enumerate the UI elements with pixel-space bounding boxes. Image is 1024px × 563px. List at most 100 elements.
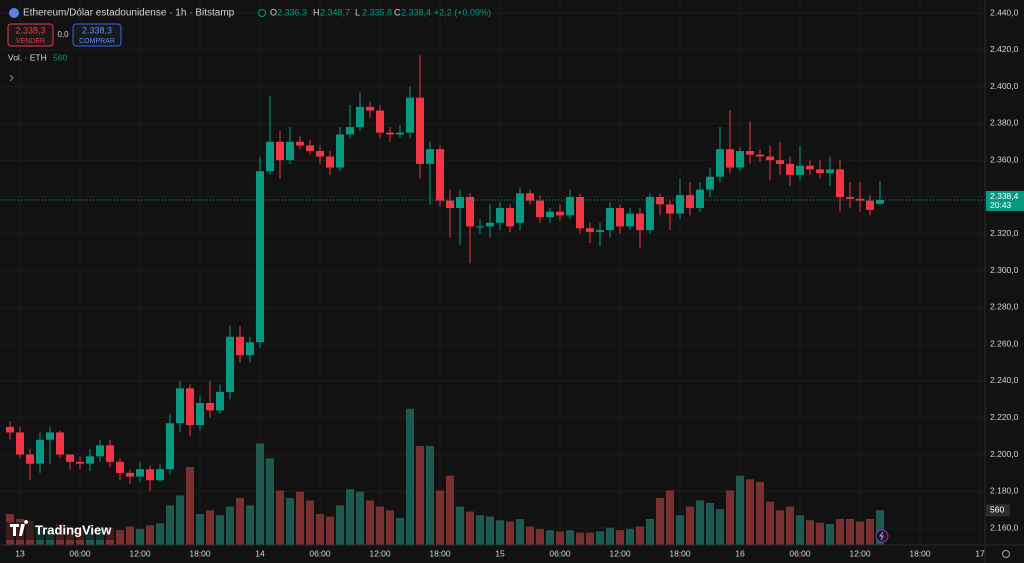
candle-body <box>526 193 534 201</box>
candle-body <box>446 200 454 209</box>
candle-body <box>16 432 24 455</box>
volume-bar <box>426 445 434 545</box>
ohlc-value: 2.338,4 <box>401 7 431 17</box>
volume-bar <box>536 528 544 545</box>
candle-body <box>606 208 614 231</box>
buy-label[interactable]: COMPRAR <box>79 38 115 45</box>
volume-bar <box>326 516 334 545</box>
volume-bar <box>816 522 824 545</box>
y-tick-label: 2.220,0 <box>990 412 1019 422</box>
volume-bar <box>466 511 474 545</box>
y-tick-label: 2.440,0 <box>990 7 1019 17</box>
volume-bar <box>196 514 204 545</box>
candle-body <box>166 423 174 470</box>
candle-body <box>296 141 304 146</box>
logo-bg <box>6 522 116 540</box>
y-tick-label: 2.400,0 <box>990 81 1019 91</box>
candle-body <box>566 196 574 216</box>
volume-bar <box>186 466 194 545</box>
candle-body <box>376 110 384 133</box>
x-tick-label: 12:00 <box>129 548 151 558</box>
logo: TradingView <box>6 520 116 540</box>
candle-body <box>126 472 134 477</box>
ohlc-label: C <box>394 7 401 17</box>
candle-body <box>306 145 314 152</box>
change: +2,2 (+0,09%) <box>434 7 491 17</box>
volume-bar <box>876 510 884 545</box>
candle-body <box>86 456 94 464</box>
volume-bar <box>646 518 654 545</box>
volume-bar <box>276 490 284 545</box>
volume-bar <box>856 521 864 545</box>
y-tick-label: 2.280,0 <box>990 302 1019 312</box>
candle-body <box>666 204 674 214</box>
sell-price[interactable]: 2.338,3 <box>15 25 45 35</box>
volume-bar <box>246 505 254 545</box>
ohlc-value: 2.348,7 <box>320 7 350 17</box>
volume-bar <box>826 523 834 545</box>
candle-body <box>286 141 294 161</box>
candle-body <box>536 200 544 218</box>
volume-bar <box>726 490 734 545</box>
candle-body <box>196 403 204 426</box>
candle-body <box>276 141 284 161</box>
volume-bar <box>126 526 134 545</box>
volume-bar <box>836 518 844 545</box>
volume-bar <box>526 526 534 545</box>
volume-bar <box>656 497 664 545</box>
y-tick-label: 2.300,0 <box>990 265 1019 275</box>
volume-bar <box>476 515 484 545</box>
candle-body <box>436 149 444 201</box>
sell-label[interactable]: VENDER <box>16 38 45 45</box>
candle-body <box>586 228 594 232</box>
candle-body <box>816 169 824 174</box>
volume-bar <box>136 528 144 545</box>
volume-bar <box>846 518 854 545</box>
candle-body <box>486 222 494 227</box>
candle-body <box>326 156 334 168</box>
candle-body <box>596 230 604 232</box>
candle-body <box>496 208 504 223</box>
volume-bar <box>586 532 594 545</box>
candle-body <box>686 195 694 209</box>
x-tick-label: 18:00 <box>189 548 211 558</box>
volume-bar <box>706 502 714 545</box>
ohlc-label: L <box>355 7 360 17</box>
candle-body <box>116 461 124 473</box>
volume-bar <box>206 510 214 545</box>
candle-body <box>546 211 554 218</box>
x-tick-label: 06:00 <box>309 548 331 558</box>
candle-body <box>696 189 704 209</box>
legend: Ethereum/Dólar estadounidense · 1h · Bit… <box>7 7 491 82</box>
collapse-icon[interactable] <box>9 74 14 82</box>
candle-body <box>706 176 714 190</box>
candle-body <box>246 342 254 356</box>
volume-bar <box>606 527 614 545</box>
candle-body <box>366 106 374 111</box>
symbol: Ethereum/Dólar estadounidense · 1h · Bit… <box>23 8 235 19</box>
x-tick-label: 13 <box>15 548 25 558</box>
candle-body <box>186 388 194 426</box>
volume-bar <box>286 497 294 545</box>
volume-bar <box>306 500 314 545</box>
y-tick-label: 2.260,0 <box>990 338 1019 348</box>
buy-button[interactable] <box>72 23 122 47</box>
volume-bar <box>446 475 454 545</box>
sell-button[interactable] <box>7 23 54 47</box>
candle-body <box>396 132 404 135</box>
y-tick-label: 2.160,0 <box>990 522 1019 532</box>
volume-bar <box>236 497 244 545</box>
settings-icon[interactable] <box>1002 550 1010 558</box>
volume-bar <box>616 530 624 545</box>
candle-body <box>806 165 814 170</box>
ohlc-value: 2.335,8 <box>362 7 392 17</box>
spread: 0,0 <box>57 30 69 39</box>
volume-bar <box>546 530 554 545</box>
candle-body <box>786 163 794 175</box>
candle-body <box>346 127 354 135</box>
countdown: 20:43 <box>990 200 1012 210</box>
volume-bar <box>216 515 224 545</box>
logo-text: TradingView <box>35 522 112 537</box>
buy-price[interactable]: 2.338,3 <box>82 25 112 35</box>
candle-body <box>626 213 634 227</box>
